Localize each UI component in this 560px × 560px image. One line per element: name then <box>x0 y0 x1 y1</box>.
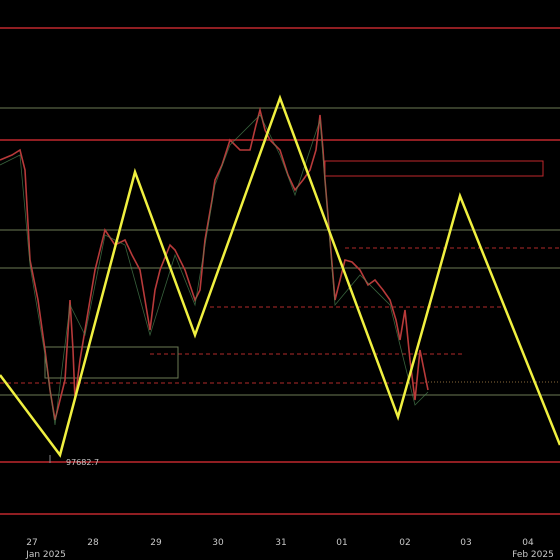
day-label: 04 <box>522 538 534 548</box>
zone-box <box>44 346 179 379</box>
day-label: 31 <box>275 538 286 548</box>
day-label: 03 <box>460 538 471 548</box>
day-label: 29 <box>150 538 162 548</box>
month-label: Feb 2025 <box>512 550 554 560</box>
day-label: 28 <box>87 538 99 548</box>
levels <box>0 27 560 515</box>
day-label: 30 <box>212 538 224 548</box>
low-price-label: 97682.7 <box>66 458 99 467</box>
month-label: Jan 2025 <box>25 550 66 560</box>
zigzag <box>0 94 560 458</box>
day-label: 02 <box>399 538 410 548</box>
day-label: 27 <box>26 538 37 548</box>
price-path-highlight <box>0 114 429 426</box>
time-axis: 27 28 29 30 31 01 02 03 04 Jan 2025 Feb 2025 <box>25 538 554 560</box>
price-path <box>0 106 429 421</box>
day-label: 01 <box>336 538 347 548</box>
